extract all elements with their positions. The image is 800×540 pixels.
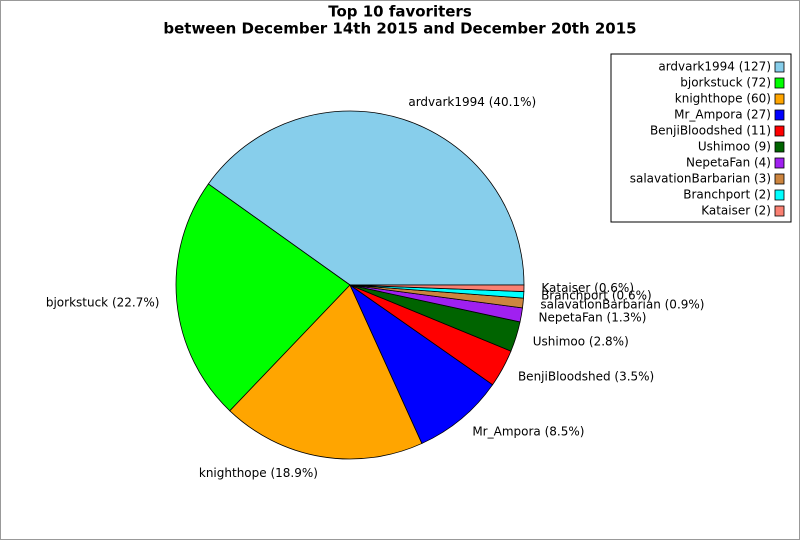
chart-title: Top 10 favoriters bbox=[328, 3, 472, 21]
legend-label: knighthope (60) bbox=[675, 92, 771, 106]
slice-label: Mr_Ampora (8.5%) bbox=[472, 425, 584, 439]
pie-slice bbox=[175, 183, 351, 412]
slice-label: ardvark1994 (40.1%) bbox=[408, 95, 536, 109]
legend-box bbox=[610, 53, 792, 223]
pie-slice bbox=[229, 284, 423, 460]
legend-swatch bbox=[774, 205, 785, 217]
legend-swatch bbox=[774, 141, 785, 153]
pie-slice bbox=[349, 284, 525, 292]
slice-label: bjorkstuck (22.7%) bbox=[46, 296, 160, 310]
legend-label: Mr_Ampora (27) bbox=[674, 108, 771, 122]
slice-label: Kataiser (0.6%) bbox=[541, 281, 634, 295]
legend-swatch bbox=[774, 109, 785, 121]
pie-slice bbox=[207, 110, 525, 286]
slice-label: knighthope (18.9%) bbox=[199, 466, 318, 480]
legend-label: salavationBarbarian (3) bbox=[630, 172, 771, 186]
legend-swatch bbox=[774, 173, 785, 185]
legend-label: Ushimoo (9) bbox=[698, 140, 771, 154]
slice-label: Branchport (0.6%) bbox=[541, 288, 652, 302]
slice-label: BenjiBloodshed (3.5%) bbox=[518, 369, 654, 383]
slice-label: NepetaFan (1.3%) bbox=[539, 310, 647, 324]
chart-subtitle: between December 14th 2015 and December … bbox=[163, 20, 636, 38]
slice-label: salavationBarbarian (0.9%) bbox=[540, 297, 704, 311]
legend-swatch bbox=[774, 93, 785, 105]
legend-swatch bbox=[774, 157, 785, 169]
legend-swatch bbox=[774, 125, 785, 137]
legend-swatch bbox=[774, 77, 785, 89]
pie-slice bbox=[349, 283, 494, 444]
legend-label: bjorkstuck (72) bbox=[680, 76, 771, 90]
legend-label: BenjiBloodshed (11) bbox=[650, 124, 771, 138]
legend-label: ardvark1994 (127) bbox=[658, 60, 771, 74]
legend-swatch bbox=[774, 189, 785, 201]
legend-swatch bbox=[774, 61, 785, 73]
legend-label: NepetaFan (4) bbox=[686, 156, 771, 170]
legend-label: Kataiser (2) bbox=[701, 204, 771, 218]
slice-label: Ushimoo (2.8%) bbox=[533, 334, 629, 348]
legend-label: Branchport (2) bbox=[683, 188, 771, 202]
